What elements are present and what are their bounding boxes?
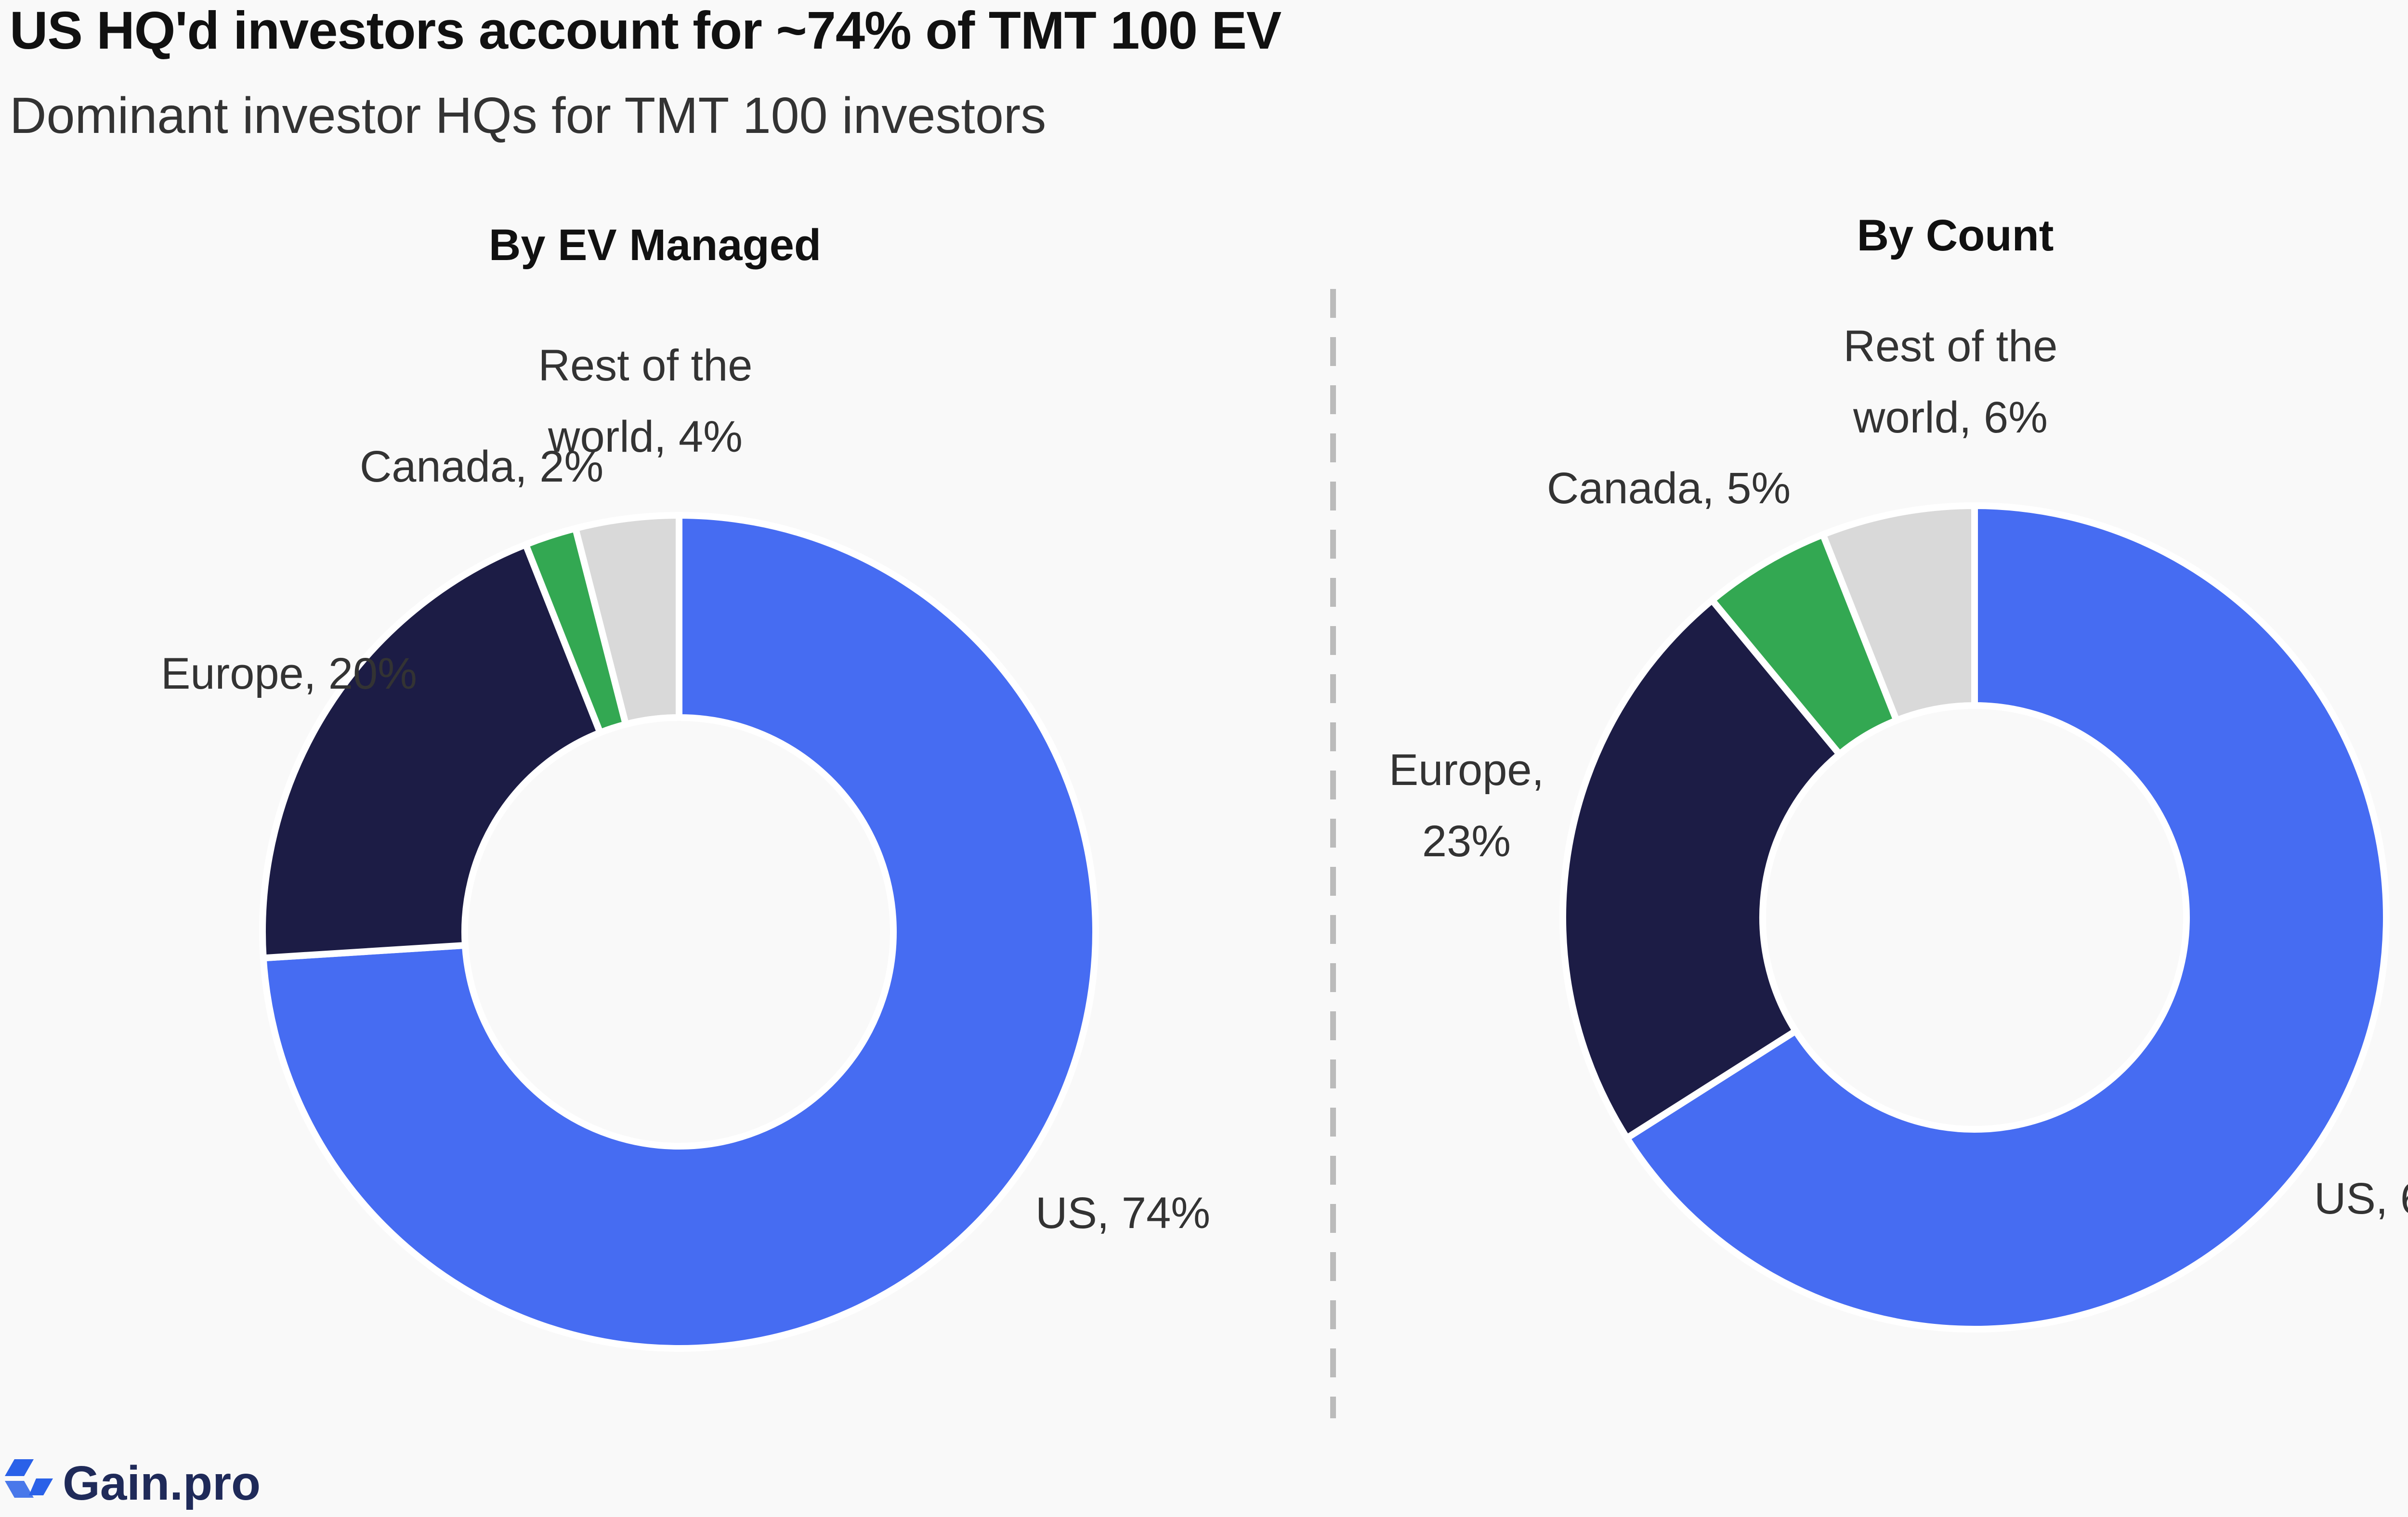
slice-rest-of-the-world [1819,502,1978,724]
slice-europe [1559,597,1843,1142]
slice-us [1623,502,2390,1333]
slice-europe [259,541,604,962]
chart-subtitle: Dominant investor HQs for TMT 100 invest… [10,87,1047,144]
panel-title: By EV Managed [489,221,821,270]
data-label-europe: Europe, 20% [161,649,417,698]
data-label-rest-of-the-world: Rest of the world, 6% [1844,322,2058,442]
data-label-rest-of-the-world: Rest of the world, 4% [538,341,753,461]
chart-title: US HQ'd investors account for ~74% of TM… [10,1,1282,60]
data-label-canada: Canada, 5% [1547,464,1791,513]
panel-title: By Count [1857,211,2054,260]
data-label-canada: Canada, 2% [360,442,603,491]
data-label-us: US, 74% [1035,1189,1210,1238]
data-label-us: US, 66% [2314,1174,2408,1223]
brand-name: Gain.pro [63,1456,261,1510]
gain-pro-logo-icon [5,1459,53,1498]
slice-us [260,512,1099,1352]
donut-chart-1: By EV Managed US, 74% Europe, 20% Canada, 2… [161,221,1210,1352]
slice-rest-of-the-world [572,512,682,728]
data-label-europe: Europe, 23% [1389,745,1544,866]
brand-logo: Gain.pro [0,1454,261,1512]
donut-chart-2: By Count US, 66% Europe,23% Canada, 5% Rest … [1389,211,2408,1333]
